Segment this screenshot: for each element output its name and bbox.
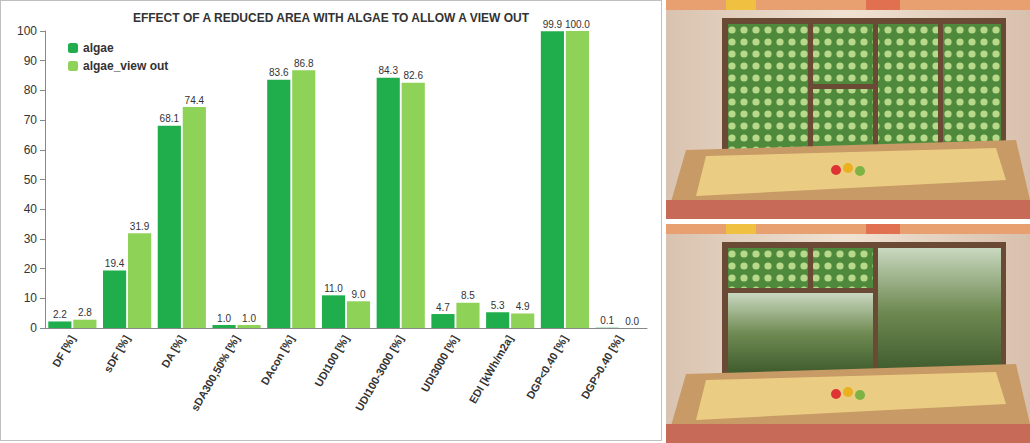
svg-text:68.1: 68.1 [160, 113, 180, 124]
svg-text:4.9: 4.9 [516, 301, 530, 312]
svg-text:83.6: 83.6 [269, 67, 289, 78]
svg-text:99.9: 99.9 [543, 19, 563, 30]
svg-text:EDI [kWh/m2a]: EDI [kWh/m2a] [467, 333, 516, 406]
svg-text:90: 90 [24, 54, 38, 68]
svg-text:84.3: 84.3 [378, 65, 398, 76]
svg-text:8.5: 8.5 [461, 290, 475, 301]
svg-text:2.8: 2.8 [78, 307, 92, 318]
svg-text:1.0: 1.0 [217, 313, 231, 324]
svg-text:0.0: 0.0 [625, 316, 639, 327]
svg-text:sDA300,50% [%]: sDA300,50% [%] [189, 333, 242, 413]
svg-text:4.7: 4.7 [436, 302, 450, 313]
svg-text:algae_view out: algae_view out [83, 59, 168, 73]
svg-text:60: 60 [24, 143, 38, 157]
svg-text:DGP>0.40 [%]: DGP>0.40 [%] [579, 333, 625, 401]
svg-text:UDI3000 [%]: UDI3000 [%] [419, 333, 461, 394]
svg-text:100.0: 100.0 [565, 19, 590, 30]
svg-text:DGP<0.40 [%]: DGP<0.40 [%] [524, 333, 570, 401]
svg-text:EFFECT OF A REDUCED AREA WITH: EFFECT OF A REDUCED AREA WITH ALGAE TO A… [133, 11, 530, 25]
svg-text:82.6: 82.6 [403, 70, 423, 81]
svg-text:31.9: 31.9 [130, 221, 150, 232]
svg-text:30: 30 [24, 232, 38, 246]
svg-text:algae: algae [83, 41, 114, 55]
svg-text:UDI100 [%]: UDI100 [%] [312, 333, 351, 389]
svg-text:20: 20 [24, 262, 38, 276]
svg-text:5.3: 5.3 [491, 300, 505, 311]
svg-text:DAcon [%]: DAcon [%] [258, 333, 296, 387]
svg-text:11.0: 11.0 [324, 283, 343, 294]
svg-text:74.4: 74.4 [185, 95, 205, 106]
svg-text:1.0: 1.0 [242, 313, 256, 324]
svg-text:19.4: 19.4 [105, 258, 125, 269]
svg-text:10: 10 [24, 291, 38, 305]
svg-text:50: 50 [24, 173, 38, 187]
svg-text:80: 80 [24, 83, 38, 97]
svg-text:UDI100-3000 [%]: UDI100-3000 [%] [353, 333, 406, 413]
svg-text:0.1: 0.1 [600, 315, 614, 326]
svg-text:2.2: 2.2 [53, 309, 67, 320]
svg-text:40: 40 [24, 202, 38, 216]
svg-text:DA [%]: DA [%] [159, 333, 187, 370]
svg-text:9.0: 9.0 [352, 289, 366, 300]
svg-text:70: 70 [24, 113, 38, 127]
svg-text:100: 100 [17, 24, 37, 38]
svg-text:DF [%]: DF [%] [50, 333, 78, 369]
svg-text:86.8: 86.8 [294, 58, 314, 69]
svg-text:sDF [%]: sDF [%] [101, 333, 132, 375]
svg-text:0: 0 [30, 321, 37, 335]
